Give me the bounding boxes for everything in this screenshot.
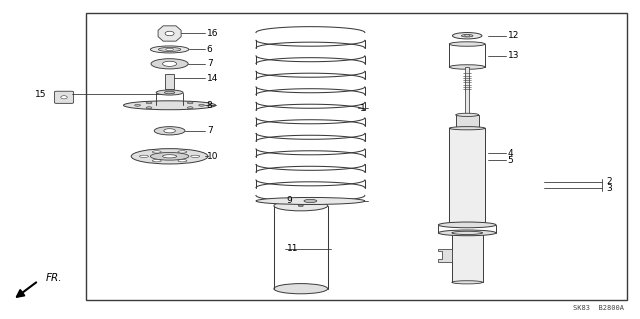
- Text: 4: 4: [508, 149, 513, 158]
- Ellipse shape: [452, 231, 483, 234]
- Bar: [86, 13, 627, 300]
- Ellipse shape: [166, 48, 173, 50]
- Ellipse shape: [151, 59, 188, 69]
- Text: 15: 15: [35, 90, 46, 99]
- Text: 6: 6: [207, 45, 212, 54]
- Ellipse shape: [150, 46, 189, 53]
- Ellipse shape: [140, 155, 148, 158]
- Ellipse shape: [188, 102, 193, 104]
- Polygon shape: [438, 249, 452, 262]
- Text: 13: 13: [508, 51, 519, 60]
- Ellipse shape: [154, 127, 185, 135]
- Ellipse shape: [438, 222, 496, 228]
- Text: 7: 7: [207, 126, 212, 135]
- Text: 14: 14: [207, 74, 218, 83]
- Ellipse shape: [164, 129, 175, 133]
- Ellipse shape: [150, 152, 189, 160]
- Ellipse shape: [256, 197, 365, 204]
- Ellipse shape: [191, 155, 200, 158]
- Ellipse shape: [449, 127, 485, 130]
- Ellipse shape: [156, 90, 183, 95]
- Ellipse shape: [61, 96, 67, 99]
- Ellipse shape: [163, 61, 177, 66]
- Ellipse shape: [456, 113, 479, 116]
- Ellipse shape: [198, 104, 205, 106]
- Bar: [456, 115, 479, 128]
- Text: 3: 3: [607, 184, 612, 193]
- Ellipse shape: [164, 91, 175, 94]
- Ellipse shape: [274, 201, 328, 211]
- Text: 12: 12: [508, 31, 519, 40]
- Ellipse shape: [131, 149, 208, 164]
- Ellipse shape: [163, 155, 177, 158]
- Ellipse shape: [304, 199, 317, 203]
- Ellipse shape: [178, 151, 187, 153]
- Ellipse shape: [178, 160, 187, 162]
- Text: 7: 7: [207, 59, 212, 68]
- Ellipse shape: [188, 107, 193, 109]
- Ellipse shape: [456, 126, 479, 129]
- Text: 1: 1: [360, 104, 366, 113]
- Text: 10: 10: [207, 152, 218, 161]
- Ellipse shape: [465, 35, 470, 37]
- Ellipse shape: [461, 34, 473, 37]
- Ellipse shape: [146, 107, 152, 109]
- Ellipse shape: [438, 230, 496, 236]
- Bar: [165, 74, 174, 88]
- Bar: [449, 128, 485, 226]
- Text: 16: 16: [207, 29, 218, 38]
- Polygon shape: [158, 26, 181, 41]
- Ellipse shape: [159, 47, 181, 52]
- Ellipse shape: [298, 205, 303, 207]
- Text: 11: 11: [287, 244, 298, 253]
- Text: 8: 8: [207, 101, 212, 110]
- Text: FR.: FR.: [46, 272, 63, 283]
- Ellipse shape: [449, 65, 485, 69]
- Text: 2: 2: [607, 177, 612, 186]
- Ellipse shape: [152, 151, 161, 153]
- Text: 5: 5: [508, 156, 513, 165]
- Text: SK83  B2800A: SK83 B2800A: [573, 305, 624, 311]
- Ellipse shape: [274, 284, 328, 294]
- Ellipse shape: [135, 104, 141, 106]
- Ellipse shape: [452, 281, 483, 284]
- Ellipse shape: [165, 31, 174, 36]
- FancyBboxPatch shape: [54, 91, 74, 103]
- Bar: [465, 67, 470, 115]
- Ellipse shape: [124, 101, 216, 110]
- Text: 9: 9: [287, 197, 292, 205]
- Ellipse shape: [152, 160, 161, 162]
- Bar: [452, 233, 483, 282]
- Ellipse shape: [146, 102, 152, 104]
- Ellipse shape: [452, 33, 482, 39]
- Ellipse shape: [449, 42, 485, 46]
